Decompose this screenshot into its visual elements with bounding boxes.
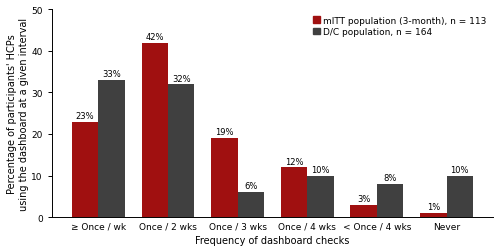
Bar (420, 213, 446, 217)
Text: 12%: 12% (285, 157, 304, 166)
Text: 32%: 32% (172, 74, 191, 83)
Text: 42%: 42% (146, 33, 164, 42)
Y-axis label: Percentage of participants' HCPs
using the dashboard at a given interval: Percentage of participants' HCPs using t… (7, 18, 28, 210)
Text: 8%: 8% (384, 173, 397, 182)
Bar (377, 184, 404, 217)
X-axis label: Frequency of dashboard checks: Frequency of dashboard checks (196, 235, 350, 245)
Text: 6%: 6% (244, 182, 258, 191)
Bar (308, 176, 334, 217)
Bar (281, 168, 307, 217)
Bar (142, 44, 168, 217)
Bar (168, 85, 194, 217)
Bar (98, 81, 125, 217)
Bar (350, 205, 377, 217)
Legend: mITT population (3-month), n = 113, D/C population, n = 164: mITT population (3-month), n = 113, D/C … (312, 15, 488, 39)
Text: 3%: 3% (357, 194, 370, 203)
Bar (446, 176, 473, 217)
Bar (72, 122, 99, 217)
Text: 33%: 33% (102, 70, 121, 79)
Bar (238, 192, 264, 217)
Text: 23%: 23% (76, 111, 94, 120)
Text: 19%: 19% (215, 128, 234, 137)
Text: 1%: 1% (426, 202, 440, 211)
Text: 10%: 10% (312, 165, 330, 174)
Bar (211, 139, 238, 217)
Text: 10%: 10% (450, 165, 469, 174)
